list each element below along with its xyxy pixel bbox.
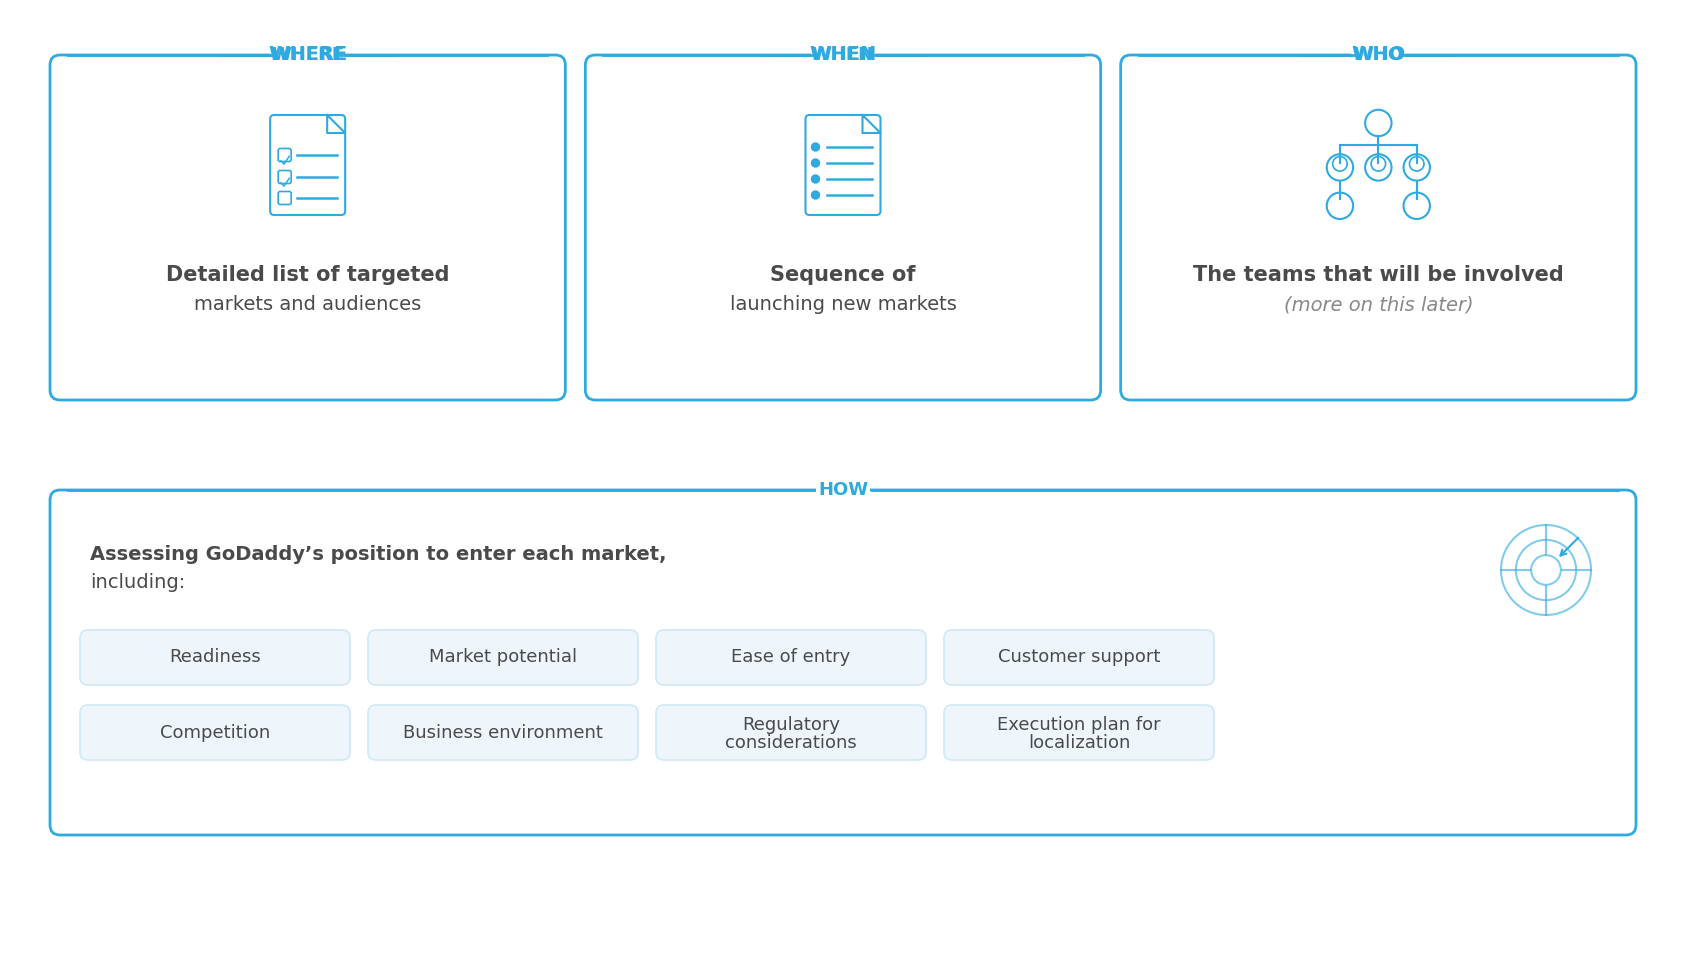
Text: WHO: WHO: [1350, 46, 1406, 64]
Text: Assessing GoDaddy’s position to enter each market,: Assessing GoDaddy’s position to enter ea…: [89, 545, 666, 564]
Text: WHERE: WHERE: [271, 46, 344, 64]
Text: The teams that will be involved: The teams that will be involved: [1194, 265, 1563, 285]
Text: Execution plan for: Execution plan for: [996, 716, 1162, 733]
FancyBboxPatch shape: [944, 705, 1214, 760]
FancyBboxPatch shape: [1352, 44, 1406, 68]
FancyBboxPatch shape: [811, 44, 875, 68]
FancyBboxPatch shape: [51, 490, 1635, 835]
Text: Regulatory: Regulatory: [742, 716, 840, 733]
Circle shape: [811, 175, 819, 183]
FancyBboxPatch shape: [278, 192, 292, 205]
FancyBboxPatch shape: [51, 55, 565, 400]
FancyBboxPatch shape: [278, 170, 292, 183]
Text: Sequence of: Sequence of: [771, 265, 915, 285]
Text: markets and audiences: markets and audiences: [194, 295, 422, 315]
Text: Customer support: Customer support: [998, 649, 1160, 666]
Text: WHO: WHO: [1354, 46, 1403, 64]
Text: Market potential: Market potential: [428, 649, 577, 666]
FancyBboxPatch shape: [806, 115, 880, 215]
Circle shape: [811, 191, 819, 199]
FancyBboxPatch shape: [656, 630, 926, 685]
FancyBboxPatch shape: [368, 630, 637, 685]
Circle shape: [811, 159, 819, 167]
FancyBboxPatch shape: [585, 55, 1101, 400]
Text: Ease of entry: Ease of entry: [732, 649, 851, 666]
FancyBboxPatch shape: [271, 44, 344, 68]
Text: WHEN: WHEN: [809, 46, 877, 64]
Text: localization: localization: [1028, 733, 1130, 752]
Text: HOW: HOW: [818, 481, 868, 499]
FancyBboxPatch shape: [1121, 55, 1635, 400]
Text: WHERE: WHERE: [268, 46, 347, 64]
Text: Readiness: Readiness: [169, 649, 261, 666]
FancyBboxPatch shape: [79, 630, 351, 685]
FancyBboxPatch shape: [368, 705, 637, 760]
FancyBboxPatch shape: [278, 148, 292, 162]
Text: launching new markets: launching new markets: [730, 295, 956, 315]
FancyBboxPatch shape: [656, 705, 926, 760]
Circle shape: [811, 143, 819, 151]
Text: WHEN: WHEN: [813, 46, 873, 64]
FancyBboxPatch shape: [816, 478, 870, 502]
FancyBboxPatch shape: [79, 705, 351, 760]
FancyBboxPatch shape: [944, 630, 1214, 685]
FancyBboxPatch shape: [270, 115, 346, 215]
Text: considerations: considerations: [725, 733, 856, 752]
Text: Business environment: Business environment: [403, 724, 604, 741]
Text: Competition: Competition: [160, 724, 270, 741]
Text: Detailed list of targeted: Detailed list of targeted: [165, 265, 450, 285]
Text: including:: including:: [89, 573, 185, 592]
Text: (more on this later): (more on this later): [1283, 295, 1474, 315]
